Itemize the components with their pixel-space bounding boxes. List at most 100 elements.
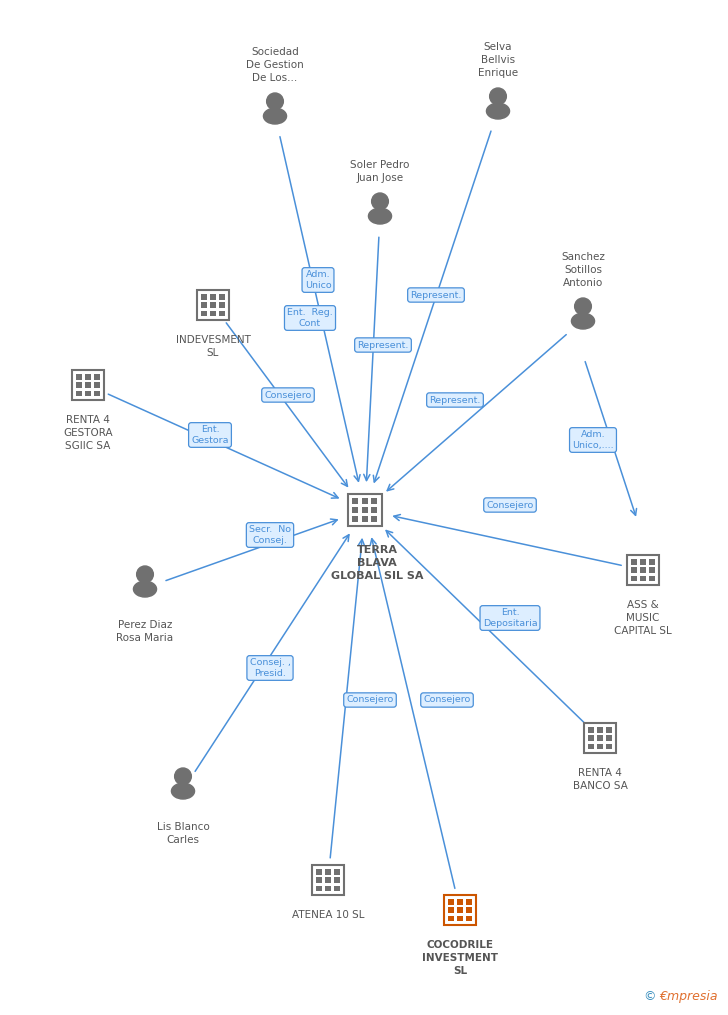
FancyBboxPatch shape (362, 508, 368, 514)
FancyBboxPatch shape (334, 886, 339, 891)
FancyBboxPatch shape (210, 302, 215, 308)
Text: Ent.
Depositaria: Ent. Depositaria (483, 608, 537, 627)
FancyBboxPatch shape (606, 727, 612, 733)
FancyBboxPatch shape (334, 869, 339, 875)
FancyBboxPatch shape (597, 727, 603, 733)
Circle shape (371, 193, 388, 210)
FancyBboxPatch shape (457, 907, 463, 914)
Text: Sociedad
De Gestion
De Los...: Sociedad De Gestion De Los... (246, 48, 304, 83)
FancyBboxPatch shape (371, 508, 377, 514)
FancyBboxPatch shape (597, 735, 603, 741)
FancyBboxPatch shape (371, 498, 377, 504)
FancyBboxPatch shape (631, 576, 637, 582)
Circle shape (137, 566, 154, 583)
FancyBboxPatch shape (640, 559, 646, 564)
FancyBboxPatch shape (466, 899, 472, 904)
FancyBboxPatch shape (94, 391, 100, 397)
Ellipse shape (486, 104, 510, 119)
Text: Lis Blanco
Carles: Lis Blanco Carles (157, 822, 210, 844)
Text: Adm.
Unico,....: Adm. Unico,.... (572, 430, 614, 450)
FancyBboxPatch shape (457, 899, 463, 904)
FancyBboxPatch shape (94, 383, 100, 388)
FancyBboxPatch shape (210, 294, 215, 299)
Text: RENTA 4
BANCO SA: RENTA 4 BANCO SA (572, 768, 628, 791)
FancyBboxPatch shape (325, 886, 331, 891)
Text: RENTA 4
GESTORA
SGIIC SA: RENTA 4 GESTORA SGIIC SA (63, 415, 113, 451)
FancyBboxPatch shape (631, 559, 637, 564)
Text: INDEVESMENT
SL: INDEVESMENT SL (175, 335, 250, 358)
FancyBboxPatch shape (588, 735, 594, 741)
Text: €mpresia: €mpresia (660, 990, 718, 1003)
Text: COCODRILE
INVESTMENT
SL: COCODRILE INVESTMENT SL (422, 940, 498, 975)
Ellipse shape (264, 109, 287, 124)
FancyBboxPatch shape (352, 498, 358, 504)
Text: Ent.
Gestora: Ent. Gestora (191, 425, 229, 445)
FancyBboxPatch shape (76, 383, 82, 388)
FancyBboxPatch shape (371, 516, 377, 522)
FancyBboxPatch shape (628, 555, 659, 585)
Circle shape (175, 768, 191, 785)
FancyBboxPatch shape (649, 576, 654, 582)
FancyBboxPatch shape (448, 916, 454, 922)
Ellipse shape (133, 582, 157, 597)
Text: Consejero: Consejero (486, 500, 534, 510)
FancyBboxPatch shape (85, 374, 91, 380)
Ellipse shape (172, 784, 194, 799)
FancyBboxPatch shape (325, 877, 331, 883)
FancyBboxPatch shape (219, 294, 224, 299)
FancyBboxPatch shape (219, 302, 224, 308)
FancyBboxPatch shape (448, 899, 454, 904)
FancyBboxPatch shape (649, 559, 654, 564)
Circle shape (574, 298, 591, 315)
Text: ASS &
MUSIC
CAPITAL SL: ASS & MUSIC CAPITAL SL (614, 600, 672, 635)
FancyBboxPatch shape (219, 311, 224, 317)
FancyBboxPatch shape (588, 744, 594, 749)
Text: Consejero: Consejero (264, 391, 312, 400)
Text: ©: © (643, 990, 655, 1003)
FancyBboxPatch shape (457, 916, 463, 922)
FancyBboxPatch shape (352, 508, 358, 514)
FancyBboxPatch shape (85, 383, 91, 388)
Text: Secr.  No
Consej.: Secr. No Consej. (249, 526, 291, 545)
FancyBboxPatch shape (316, 877, 322, 883)
FancyBboxPatch shape (197, 290, 229, 320)
Text: TERRA
BLAVA
GLOBAL SIL SA: TERRA BLAVA GLOBAL SIL SA (331, 545, 423, 581)
FancyBboxPatch shape (316, 886, 322, 891)
Text: Consej. ,
Presid.: Consej. , Presid. (250, 659, 290, 678)
FancyBboxPatch shape (201, 294, 207, 299)
FancyBboxPatch shape (585, 723, 616, 753)
FancyBboxPatch shape (72, 370, 104, 400)
FancyBboxPatch shape (640, 576, 646, 582)
Circle shape (266, 93, 283, 110)
FancyBboxPatch shape (201, 311, 207, 317)
FancyBboxPatch shape (325, 869, 331, 875)
FancyBboxPatch shape (201, 302, 207, 308)
FancyBboxPatch shape (466, 907, 472, 914)
Text: Perez Diaz
Rosa Maria: Perez Diaz Rosa Maria (116, 620, 173, 642)
Text: Consejero: Consejero (424, 695, 470, 704)
FancyBboxPatch shape (362, 498, 368, 504)
FancyBboxPatch shape (631, 567, 637, 573)
Text: Represent.: Represent. (411, 290, 462, 299)
FancyBboxPatch shape (76, 374, 82, 380)
FancyBboxPatch shape (348, 494, 381, 526)
Ellipse shape (368, 208, 392, 224)
FancyBboxPatch shape (606, 735, 612, 741)
Text: Adm.
Unico: Adm. Unico (305, 270, 331, 289)
FancyBboxPatch shape (94, 374, 100, 380)
FancyBboxPatch shape (352, 516, 358, 522)
Text: ATENEA 10 SL: ATENEA 10 SL (292, 910, 364, 920)
Ellipse shape (571, 314, 595, 329)
FancyBboxPatch shape (597, 744, 603, 749)
Text: Represent.: Represent. (357, 340, 408, 349)
FancyBboxPatch shape (312, 865, 344, 895)
FancyBboxPatch shape (649, 567, 654, 573)
Text: Sanchez
Sotillos
Antonio: Sanchez Sotillos Antonio (561, 253, 605, 288)
FancyBboxPatch shape (606, 744, 612, 749)
FancyBboxPatch shape (640, 567, 646, 573)
FancyBboxPatch shape (334, 877, 339, 883)
Text: Selva
Bellvis
Enrique: Selva Bellvis Enrique (478, 43, 518, 78)
Text: Consejero: Consejero (347, 695, 394, 704)
FancyBboxPatch shape (316, 869, 322, 875)
Text: Represent.: Represent. (430, 396, 480, 405)
